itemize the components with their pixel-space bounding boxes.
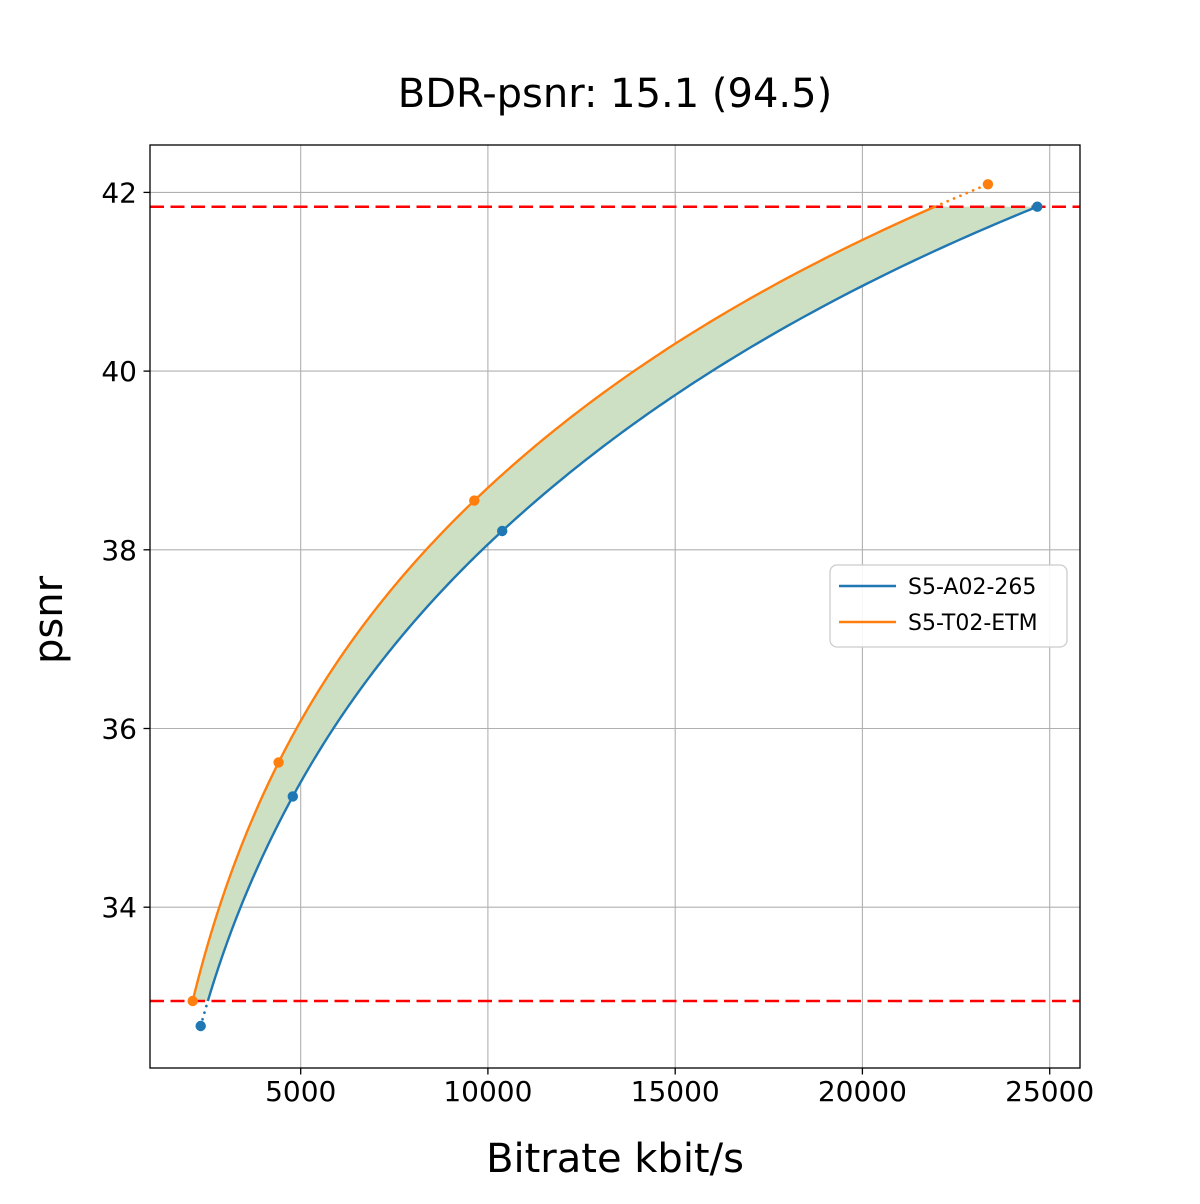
series0-data-point: [195, 1020, 206, 1032]
series1-curve: [191, 205, 936, 1002]
legend: S5-A02-265 S5-T02-ETM: [829, 564, 1068, 648]
series1-data-point: [982, 179, 994, 190]
series0-curve: [206, 205, 1038, 1002]
y-tick-label: 34: [101, 891, 137, 924]
rd-curves: [191, 182, 1038, 1028]
axis-ticks: 5000 10000 15000 20000 25000 34 36 38 40 42: [101, 176, 1094, 1108]
y-axis-label: psnr: [26, 575, 72, 664]
y-tick-label: 38: [101, 534, 137, 567]
bd-interval-lines: [150, 205, 1080, 1003]
series0-dotted-extension: [199, 999, 210, 1028]
plot-frame: [149, 144, 1081, 1069]
x-tick-label: 15000: [631, 1075, 720, 1108]
y-tick-label: 42: [101, 176, 137, 209]
series1-data-point: [469, 495, 480, 506]
series1-dotted-extension: [933, 182, 990, 208]
series0-data-point: [497, 525, 508, 537]
y-tick-label: 40: [101, 355, 137, 388]
x-tick-label: 20000: [818, 1075, 907, 1108]
legend-label-series1: S5-T02-ETM: [908, 611, 1038, 636]
series1-data-point: [273, 757, 284, 768]
x-tick-label: 10000: [443, 1075, 532, 1108]
y-tick-label: 36: [101, 713, 137, 746]
series0-data-point: [1032, 201, 1043, 212]
series1-data-point: [187, 995, 198, 1007]
x-tick-label: 25000: [1005, 1075, 1094, 1108]
series0-data-point: [287, 791, 298, 802]
legend-label-series0: S5-A02-265: [908, 575, 1036, 600]
x-axis-label: Bitrate kbit/s: [486, 1136, 744, 1182]
data-point-markers: [187, 179, 1043, 1032]
chart-title: BDR-psnr: 15.1 (94.5): [398, 71, 832, 117]
x-tick-label: 5000: [265, 1075, 336, 1108]
